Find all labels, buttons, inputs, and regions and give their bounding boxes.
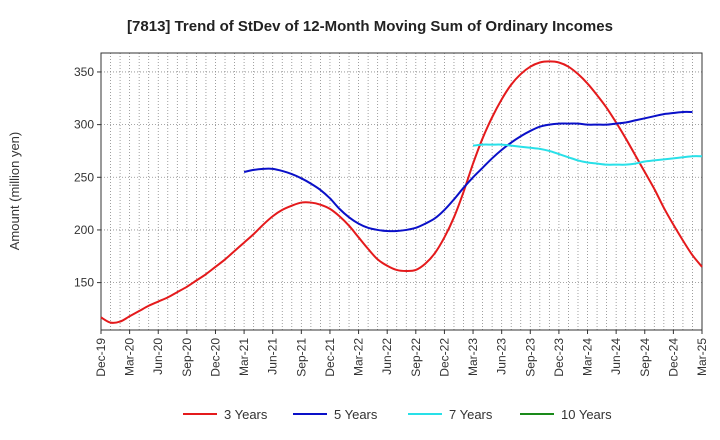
x-tick-label: Jun-24 (609, 338, 623, 375)
x-tick-label: Jun-20 (151, 338, 165, 375)
x-tick-label: Dec-23 (552, 338, 566, 377)
legend-label: 5 Years (334, 407, 378, 422)
series-line-3-years (100, 60, 703, 324)
x-tick-label: Sep-24 (638, 338, 652, 377)
y-tick-label: 250 (74, 170, 94, 184)
legend-label: 3 Years (224, 407, 268, 422)
plot-area (100, 52, 703, 331)
x-tick-label: Jun-22 (380, 338, 394, 375)
y-axis: 150 200 250 300 350 (74, 65, 101, 290)
x-tick-label: Mar-25 (695, 338, 709, 376)
grid (101, 53, 702, 330)
x-tick-label: Sep-20 (180, 338, 194, 377)
x-tick-label: Dec-19 (94, 338, 108, 377)
x-tick-label: Mar-21 (237, 338, 251, 376)
x-tick-label: Sep-21 (294, 338, 308, 377)
x-tick-label: Dec-20 (208, 338, 222, 377)
x-tick-label: Mar-20 (123, 338, 137, 376)
x-tick-label: Jun-23 (495, 338, 509, 375)
x-tick-label: Dec-22 (437, 338, 451, 377)
legend-label: 7 Years (449, 407, 493, 422)
y-axis-label: Amount (million yen) (7, 132, 22, 251)
y-tick-label: 150 (74, 276, 94, 290)
x-tick-label: Sep-23 (523, 338, 537, 377)
x-tick-label: Sep-22 (409, 338, 423, 377)
y-tick-label: 350 (74, 65, 94, 79)
x-tick-label: Mar-22 (352, 338, 366, 376)
chart-title: [7813] Trend of StDev of 12-Month Moving… (127, 18, 613, 35)
series-line-7-years (472, 143, 703, 166)
x-tick-label: Dec-24 (666, 338, 680, 377)
x-tick-label: Jun-21 (266, 338, 280, 375)
x-axis: Dec-19 Mar-20 Jun-20 Sep-20 Dec-20 Mar-21 Jun-… (94, 330, 709, 377)
series-line-5-years (243, 110, 693, 233)
y-tick-label: 200 (74, 223, 94, 237)
y-tick-label: 300 (74, 118, 94, 132)
legend-label: 10 Years (561, 407, 612, 422)
x-tick-label: Mar-24 (581, 338, 595, 376)
x-tick-label: Mar-23 (466, 338, 480, 376)
x-tick-label: Dec-21 (323, 338, 337, 377)
legend: 3 Years 5 Years 7 Years 10 Years (183, 407, 612, 422)
series-layer (100, 60, 703, 324)
